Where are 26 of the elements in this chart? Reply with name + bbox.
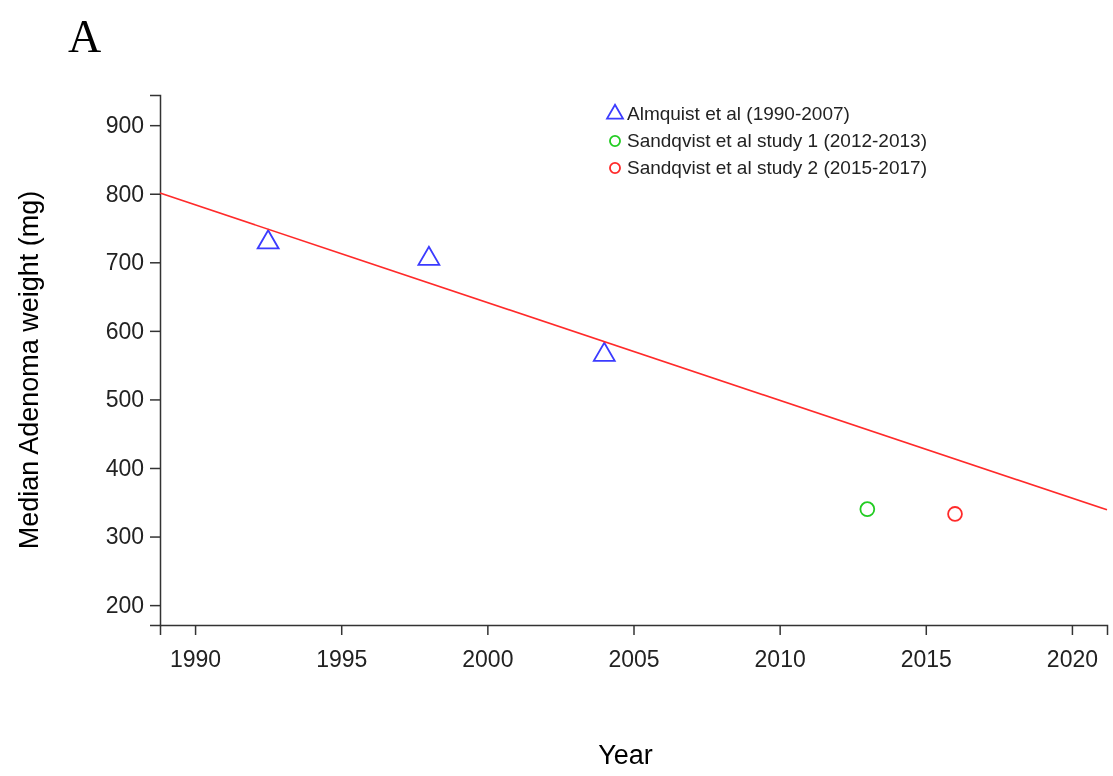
y-tick-label: 700 — [105, 249, 144, 276]
x-tick-label: 1990 — [169, 646, 222, 673]
y-tick-label: 200 — [105, 591, 144, 618]
x-tick-label: 2015 — [900, 646, 952, 673]
legend-label: Almquist et al (1990-2007) — [627, 103, 850, 124]
x-tick-label: 2005 — [608, 646, 660, 673]
point — [947, 506, 963, 522]
point — [417, 245, 441, 266]
point — [256, 229, 280, 250]
legend-label: Sandqvist et al study 1 (2012-2013) — [627, 130, 927, 151]
x-tick-label: 2020 — [1046, 646, 1099, 673]
point — [592, 341, 616, 362]
point — [859, 501, 876, 517]
x-axis-title: Year — [598, 740, 653, 770]
y-tick-label: 300 — [105, 523, 144, 550]
x-tick-label: 2010 — [754, 646, 806, 673]
legend-label: Sandqvist et al study 2 (2015-2017) — [627, 157, 927, 178]
y-tick-label: 500 — [105, 386, 144, 413]
x-tick-label: 2000 — [462, 646, 514, 673]
chart-title: A — [68, 11, 102, 62]
x-tick-label: 1995 — [316, 646, 368, 673]
y-tick-label: 900 — [105, 112, 144, 139]
y-tick-label: 600 — [105, 317, 144, 344]
y-tick-label: 800 — [105, 180, 144, 207]
y-axis-title: Median Adenoma weight (mg) — [14, 190, 44, 550]
y-tick-label: 400 — [105, 454, 144, 481]
